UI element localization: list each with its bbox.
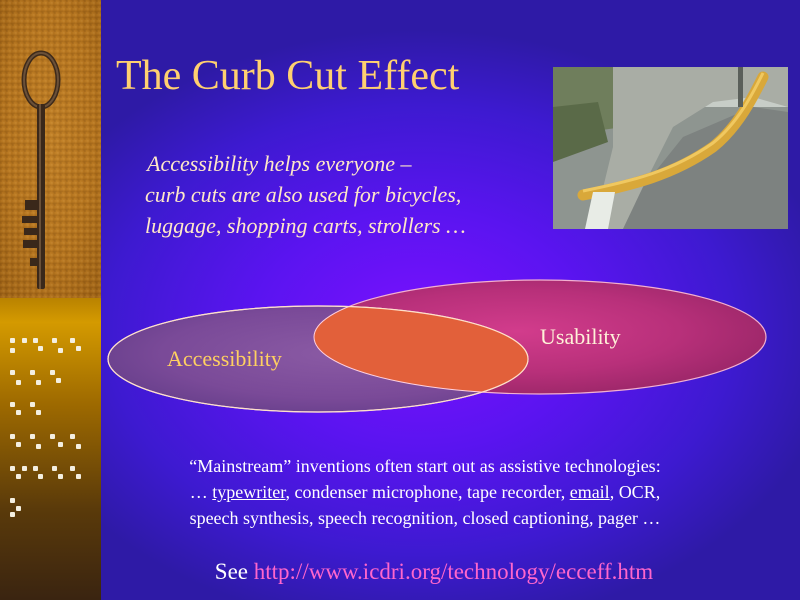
braille-dot — [33, 466, 38, 471]
braille-dot — [36, 380, 41, 385]
mainstream-line: … typewriter, condenser microphone, tape… — [118, 479, 732, 505]
braille-dot — [50, 434, 55, 439]
braille-dot — [10, 370, 15, 375]
braille-dot — [38, 474, 43, 479]
braille-dot — [30, 370, 35, 375]
braille-dot — [10, 512, 15, 517]
venn-label-accessibility: Accessibility — [167, 346, 282, 371]
venn-label-usability: Usability — [540, 324, 621, 349]
slide-title: The Curb Cut Effect — [116, 53, 460, 99]
see-prefix: See — [214, 559, 254, 584]
braille-dot — [52, 466, 57, 471]
venn-diagram — [107, 279, 767, 413]
reference-url-link[interactable]: http://www.icdri.org/technology/ecceff.h… — [253, 559, 654, 584]
see-reference: See http://www.icdri.org/technology/ecce… — [0, 559, 800, 585]
braille-dot — [33, 338, 38, 343]
braille-dot — [76, 346, 81, 351]
braille-dot — [10, 498, 15, 503]
braille-dot — [16, 474, 21, 479]
braille-dot — [56, 378, 61, 383]
mainstream-paragraph: “Mainstream” inventions often start out … — [118, 453, 732, 531]
braille-dot — [52, 338, 57, 343]
braille-dot — [76, 474, 81, 479]
braille-panel — [0, 298, 101, 600]
venn-overlap-outline — [107, 305, 529, 413]
braille-dot — [36, 444, 41, 449]
subtitle-line: Accessibility helps everyone – — [147, 151, 412, 176]
braille-dot — [58, 442, 63, 447]
mainstream-text: , OCR, — [609, 482, 661, 502]
braille-dot — [30, 434, 35, 439]
braille-dot — [58, 348, 63, 353]
braille-dot — [10, 466, 15, 471]
braille-dot — [10, 402, 15, 407]
braille-dot — [70, 434, 75, 439]
braille-dot — [70, 466, 75, 471]
braille-dot — [16, 380, 21, 385]
mainstream-line: “Mainstream” inventions often start out … — [189, 456, 661, 476]
subtitle-line: curb cuts are also used for bicycles, — [145, 182, 462, 207]
braille-dot — [10, 348, 15, 353]
typewriter-link[interactable]: typewriter — [212, 482, 286, 502]
braille-dot — [76, 444, 81, 449]
left-decoration — [0, 0, 101, 600]
mainstream-text: , condenser microphone, tape recorder, — [285, 482, 570, 502]
mainstream-line: speech synthesis, speech recognition, cl… — [189, 508, 661, 528]
braille-dot — [38, 346, 43, 351]
email-link[interactable]: email — [569, 482, 610, 502]
braille-dot — [16, 410, 21, 415]
mainstream-text: … — [189, 482, 213, 502]
subtitle-line: luggage, shopping carts, strollers … — [145, 213, 466, 238]
braille-dot — [22, 466, 27, 471]
braille-dot — [50, 370, 55, 375]
usability-outline — [313, 306, 528, 395]
braille-dot — [70, 338, 75, 343]
braille-dot — [22, 338, 27, 343]
braille-dot — [10, 338, 15, 343]
braille-dot — [30, 402, 35, 407]
braille-dot — [16, 442, 21, 447]
braille-dot — [36, 410, 41, 415]
braille-dot — [58, 474, 63, 479]
subtitle: Accessibility helps everyone – curb cuts… — [145, 148, 545, 241]
key-photo — [0, 0, 101, 298]
braille-dot — [10, 434, 15, 439]
braille-dot — [16, 506, 21, 511]
curb-cut-photo — [553, 67, 788, 229]
